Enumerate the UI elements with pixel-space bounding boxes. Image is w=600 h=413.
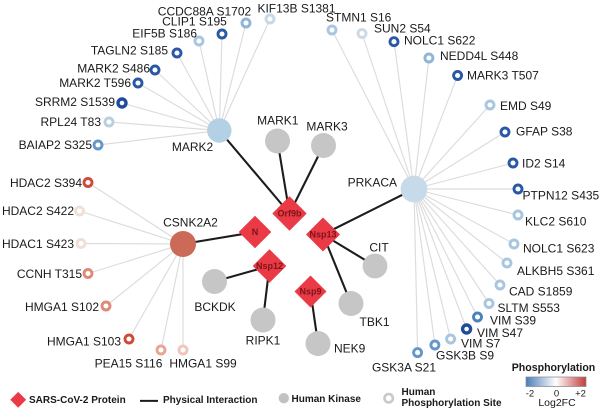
svg-text:TAGLN2 S185: TAGLN2 S185 (91, 44, 168, 58)
svg-text:MARK1: MARK1 (257, 114, 299, 128)
svg-text:KLC2 S610: KLC2 S610 (525, 215, 587, 229)
svg-text:NEDD4L S448: NEDD4L S448 (440, 49, 519, 63)
svg-text:SUN2 S54: SUN2 S54 (374, 22, 431, 36)
svg-text:PTPN12 S435: PTPN12 S435 (523, 189, 600, 203)
svg-text:MARK2 S486: MARK2 S486 (77, 62, 150, 76)
svg-text:HDAC2 S394: HDAC2 S394 (10, 176, 82, 190)
svg-text:NEK9: NEK9 (334, 342, 366, 356)
svg-text:GSK3B S9: GSK3B S9 (436, 349, 494, 363)
svg-text:VIM S47: VIM S47 (477, 326, 523, 340)
svg-text:Log2FC: Log2FC (538, 397, 576, 409)
svg-text:CCDC88A S1702: CCDC88A S1702 (158, 5, 252, 19)
svg-text:HMGA1 S103: HMGA1 S103 (47, 335, 121, 349)
svg-text:VIM S39: VIM S39 (490, 314, 536, 328)
svg-text:HDAC2 S422: HDAC2 S422 (2, 204, 74, 218)
svg-text:CLIP1 S195: CLIP1 S195 (162, 15, 227, 29)
svg-text:MARK3 T507: MARK3 T507 (467, 69, 539, 83)
svg-text:CCNH T315: CCNH T315 (17, 267, 82, 281)
svg-text:N: N (252, 227, 259, 237)
svg-text:ID2 S14: ID2 S14 (522, 157, 566, 171)
svg-text:RIPK1: RIPK1 (246, 334, 281, 348)
svg-text:Nsp9: Nsp9 (299, 287, 321, 297)
svg-text:NOLC1 S622: NOLC1 S622 (404, 34, 476, 48)
svg-text:BCKDK: BCKDK (194, 300, 235, 314)
svg-text:Physical Interaction: Physical Interaction (163, 395, 257, 406)
svg-text:MARK3: MARK3 (306, 120, 348, 134)
svg-text:STMN1 S16: STMN1 S16 (326, 11, 392, 25)
svg-text:-2: -2 (526, 389, 534, 400)
svg-text:NOLC1 S623: NOLC1 S623 (523, 242, 595, 256)
svg-text:SRRM2 S1539: SRRM2 S1539 (35, 95, 115, 109)
svg-text:HMGA1 S99: HMGA1 S99 (169, 357, 237, 371)
svg-text:PRKACA: PRKACA (348, 176, 397, 190)
svg-text:KIF13B S1381: KIF13B S1381 (257, 2, 335, 16)
svg-text:EMD S49: EMD S49 (500, 99, 552, 113)
svg-text:CAD S1859: CAD S1859 (509, 285, 573, 299)
svg-text:Human Kinase: Human Kinase (292, 394, 362, 405)
svg-text:PEA15 S116: PEA15 S116 (95, 357, 163, 371)
svg-text:TBK1: TBK1 (359, 315, 389, 329)
svg-text:GSK3A S21: GSK3A S21 (372, 361, 436, 375)
svg-text:GFAP S38: GFAP S38 (516, 125, 573, 139)
svg-text:RPL24 T83: RPL24 T83 (41, 115, 102, 129)
svg-text:CSNK2A2: CSNK2A2 (163, 216, 218, 230)
svg-text:MARK2: MARK2 (172, 140, 214, 154)
svg-text:Phosphorylation: Phosphorylation (512, 362, 596, 374)
svg-text:Orf9b: Orf9b (277, 209, 302, 219)
svg-text:SLTM S553: SLTM S553 (498, 301, 561, 315)
svg-text:HMGA1 S102: HMGA1 S102 (25, 300, 99, 314)
svg-text:Nsp13: Nsp13 (309, 230, 336, 240)
svg-text:ALKBH5 S361: ALKBH5 S361 (517, 264, 595, 278)
svg-text:MARK2 T596: MARK2 T596 (59, 76, 131, 90)
svg-text:HDAC1 S423: HDAC1 S423 (2, 237, 74, 251)
svg-text:0: 0 (554, 389, 559, 400)
svg-text:EIF5B S186: EIF5B S186 (132, 27, 197, 41)
svg-text:BAIAP2 S325: BAIAP2 S325 (19, 138, 93, 152)
svg-text:Nsp12: Nsp12 (256, 261, 283, 271)
svg-text:Human: Human (402, 387, 436, 398)
svg-text:VIM S7: VIM S7 (461, 337, 501, 351)
svg-text:+2: +2 (575, 389, 586, 400)
svg-text:Phosphorylation Site: Phosphorylation Site (402, 398, 502, 409)
svg-text:CIT: CIT (369, 241, 389, 255)
svg-text:SARS-CoV-2 Protein: SARS-CoV-2 Protein (29, 395, 126, 406)
